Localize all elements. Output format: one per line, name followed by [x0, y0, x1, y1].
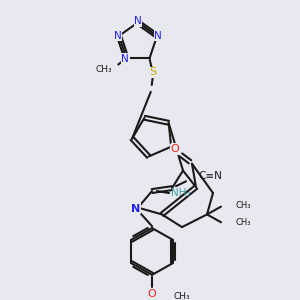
Text: NH₂: NH₂ — [171, 188, 191, 198]
Text: N: N — [134, 16, 142, 26]
Text: O: O — [171, 144, 179, 154]
Text: CH₃: CH₃ — [96, 65, 112, 74]
Text: CH₃: CH₃ — [235, 218, 250, 227]
Text: N: N — [131, 204, 141, 214]
Text: S: S — [172, 144, 179, 154]
Text: N: N — [122, 54, 129, 64]
Text: O: O — [148, 290, 156, 299]
Text: S: S — [149, 67, 156, 77]
Text: N: N — [154, 31, 162, 41]
Text: C≡N: C≡N — [198, 171, 222, 182]
Text: CH₃: CH₃ — [235, 201, 250, 210]
Text: CH₃: CH₃ — [174, 292, 190, 300]
Text: N: N — [114, 31, 122, 41]
